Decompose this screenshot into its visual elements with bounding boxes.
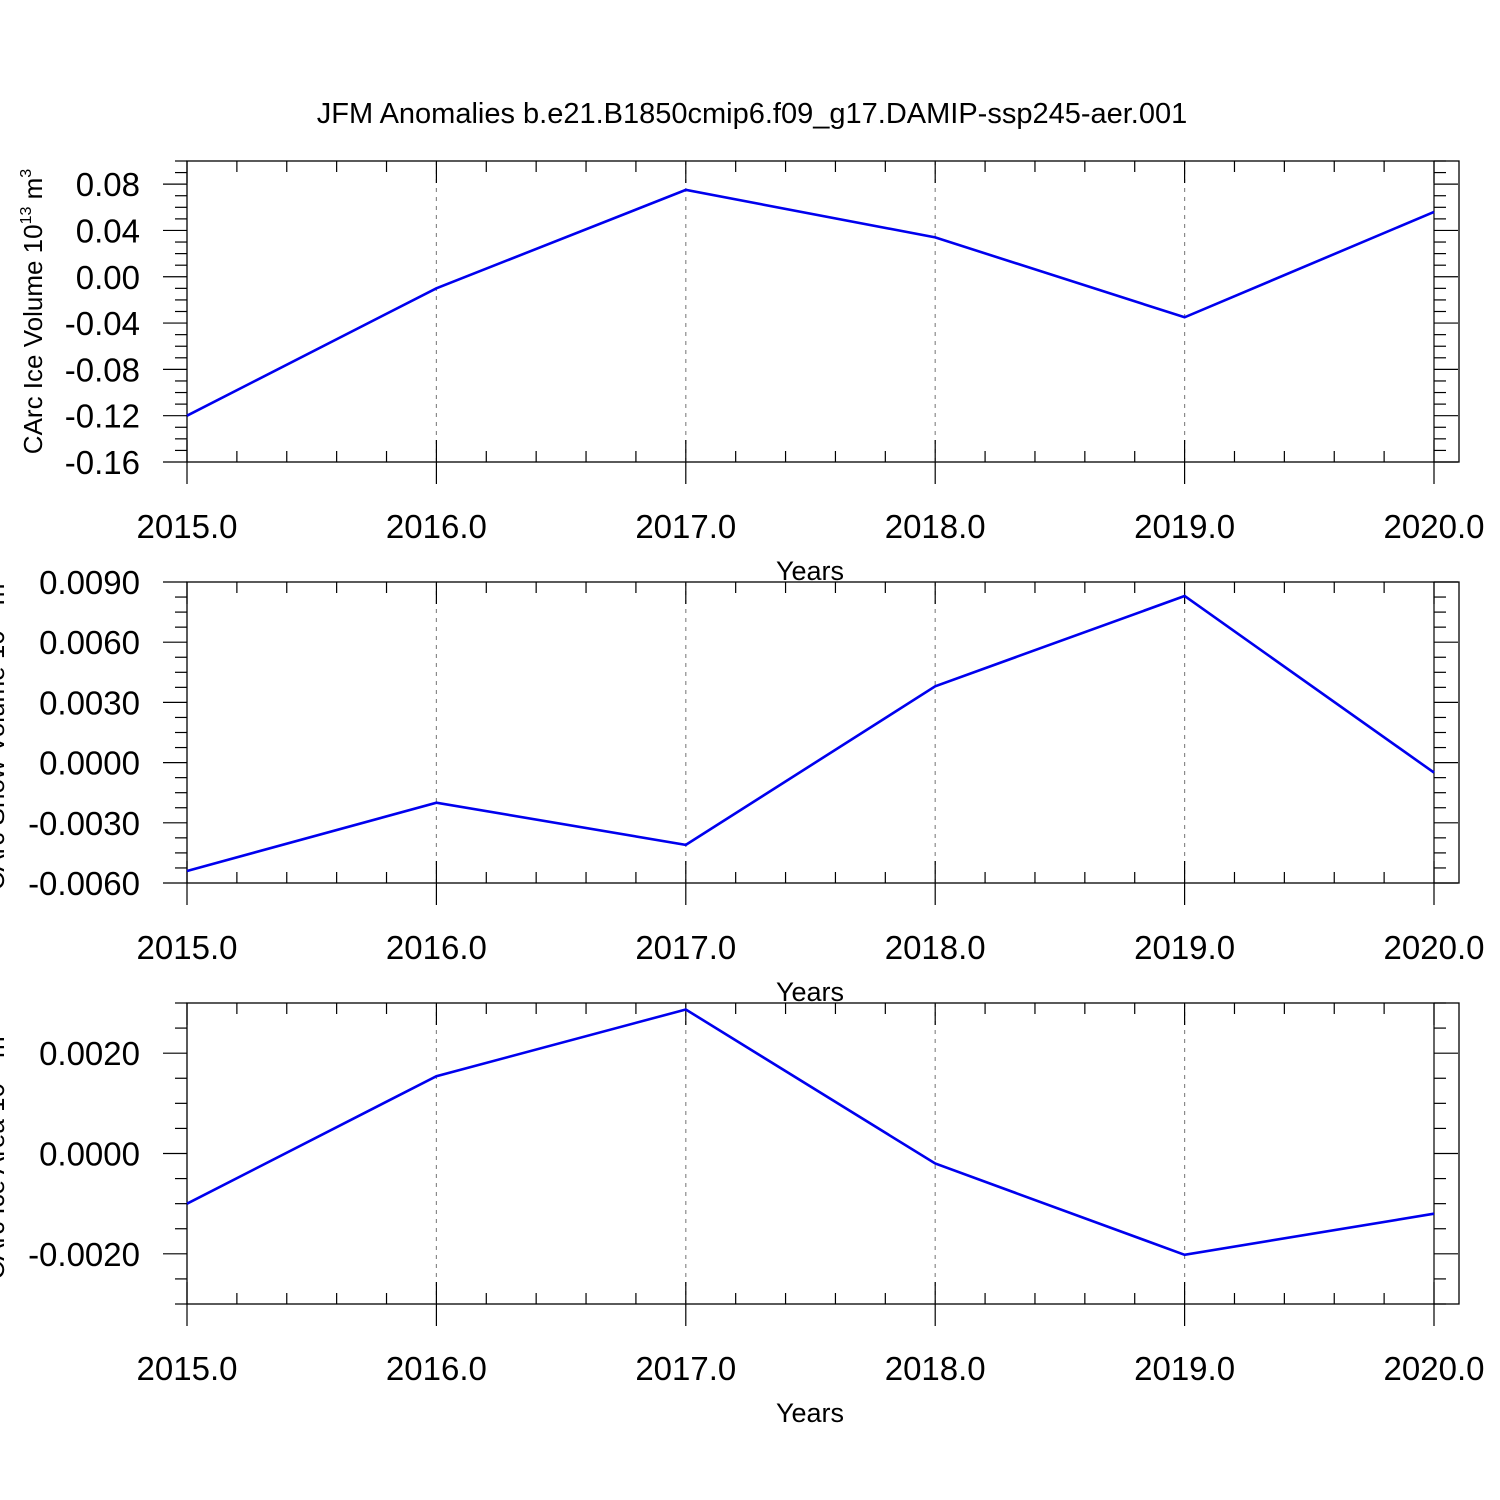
panel-3: 2015.0 2016.0 2017.0 2018.0 2019.0 2020.0 0.00… (0, 1002, 1485, 1428)
x-tick-label: 2018.0 (885, 1350, 986, 1387)
y-tick-label: 0.0000 (39, 1136, 140, 1173)
x-tick-label: 2017.0 (635, 508, 736, 545)
plot-frame (186, 581, 1460, 884)
plot-frame (186, 160, 1460, 463)
y-tick-label: 0.04 (76, 212, 140, 249)
x-axis-label: Years (776, 1398, 844, 1428)
x-tick-label: 2017.0 (635, 1350, 736, 1387)
x-tick-label: 2020.0 (1384, 508, 1485, 545)
panel-1: 2015.0 2016.0 2017.0 2018.0 2019.0 2020.0 0.08… (18, 160, 1485, 586)
y-tick-label: -0.16 (65, 444, 140, 481)
series-line (186, 594, 1435, 873)
series-line (186, 1008, 1435, 1257)
y-axis-label: CArc Snow Volume 1013 m3 (0, 575, 10, 891)
x-tick-label: 2016.0 (386, 929, 487, 966)
y-tick-label: 0.0030 (39, 684, 140, 721)
x-tick-label: 2019.0 (1134, 508, 1235, 545)
y-tick-label: 0.0090 (39, 564, 140, 601)
x-tick-label: 2019.0 (1134, 929, 1235, 966)
y-axis-label: CArc Ice Area 1013 m2 (0, 1027, 10, 1279)
y-tick-label: -0.0030 (28, 805, 140, 842)
y-tick-label: 0.08 (76, 166, 140, 203)
x-tick-label: 2018.0 (885, 508, 986, 545)
x-tick-label: 2015.0 (137, 929, 238, 966)
x-tick-label: 2020.0 (1384, 929, 1485, 966)
x-tick-label: 2015.0 (137, 508, 238, 545)
y-tick-label: 0.00 (76, 259, 140, 296)
x-axis-label: Years (776, 556, 844, 586)
y-tick-label: -0.04 (65, 305, 140, 342)
y-axis-label: CArc Ice Volume 1013 m3 (18, 169, 48, 454)
y-tick-label: -0.0020 (28, 1236, 140, 1273)
x-tick-label: 2015.0 (137, 1350, 238, 1387)
y-tick-label: 0.0060 (39, 624, 140, 661)
y-tick-label: 0.0020 (39, 1035, 140, 1072)
x-tick-label: 2020.0 (1384, 1350, 1485, 1387)
y-tick-label: 0.0000 (39, 745, 140, 782)
x-tick-label: 2019.0 (1134, 1350, 1235, 1387)
y-tick-label: -0.0060 (28, 865, 140, 902)
x-tick-label: 2018.0 (885, 929, 986, 966)
panel-2: 2015.0 2016.0 2017.0 2018.0 2019.0 2020.0 0.00… (0, 564, 1484, 1007)
x-tick-label: 2017.0 (635, 929, 736, 966)
x-tick-label: 2016.0 (386, 1350, 487, 1387)
chart-title: JFM Anomalies b.e21.B1850cmip6.f09_g17.D… (317, 98, 1188, 130)
y-tick-label: -0.08 (65, 351, 140, 388)
series-line (186, 188, 1435, 417)
plot-frame (186, 1002, 1460, 1305)
x-axis-label: Years (776, 977, 844, 1007)
y-tick-label: -0.12 (65, 398, 140, 435)
panels-container: 2015.0 2016.0 2017.0 2018.0 2019.0 2020.0 0.08… (0, 160, 1485, 1428)
x-tick-label: 2016.0 (386, 508, 487, 545)
